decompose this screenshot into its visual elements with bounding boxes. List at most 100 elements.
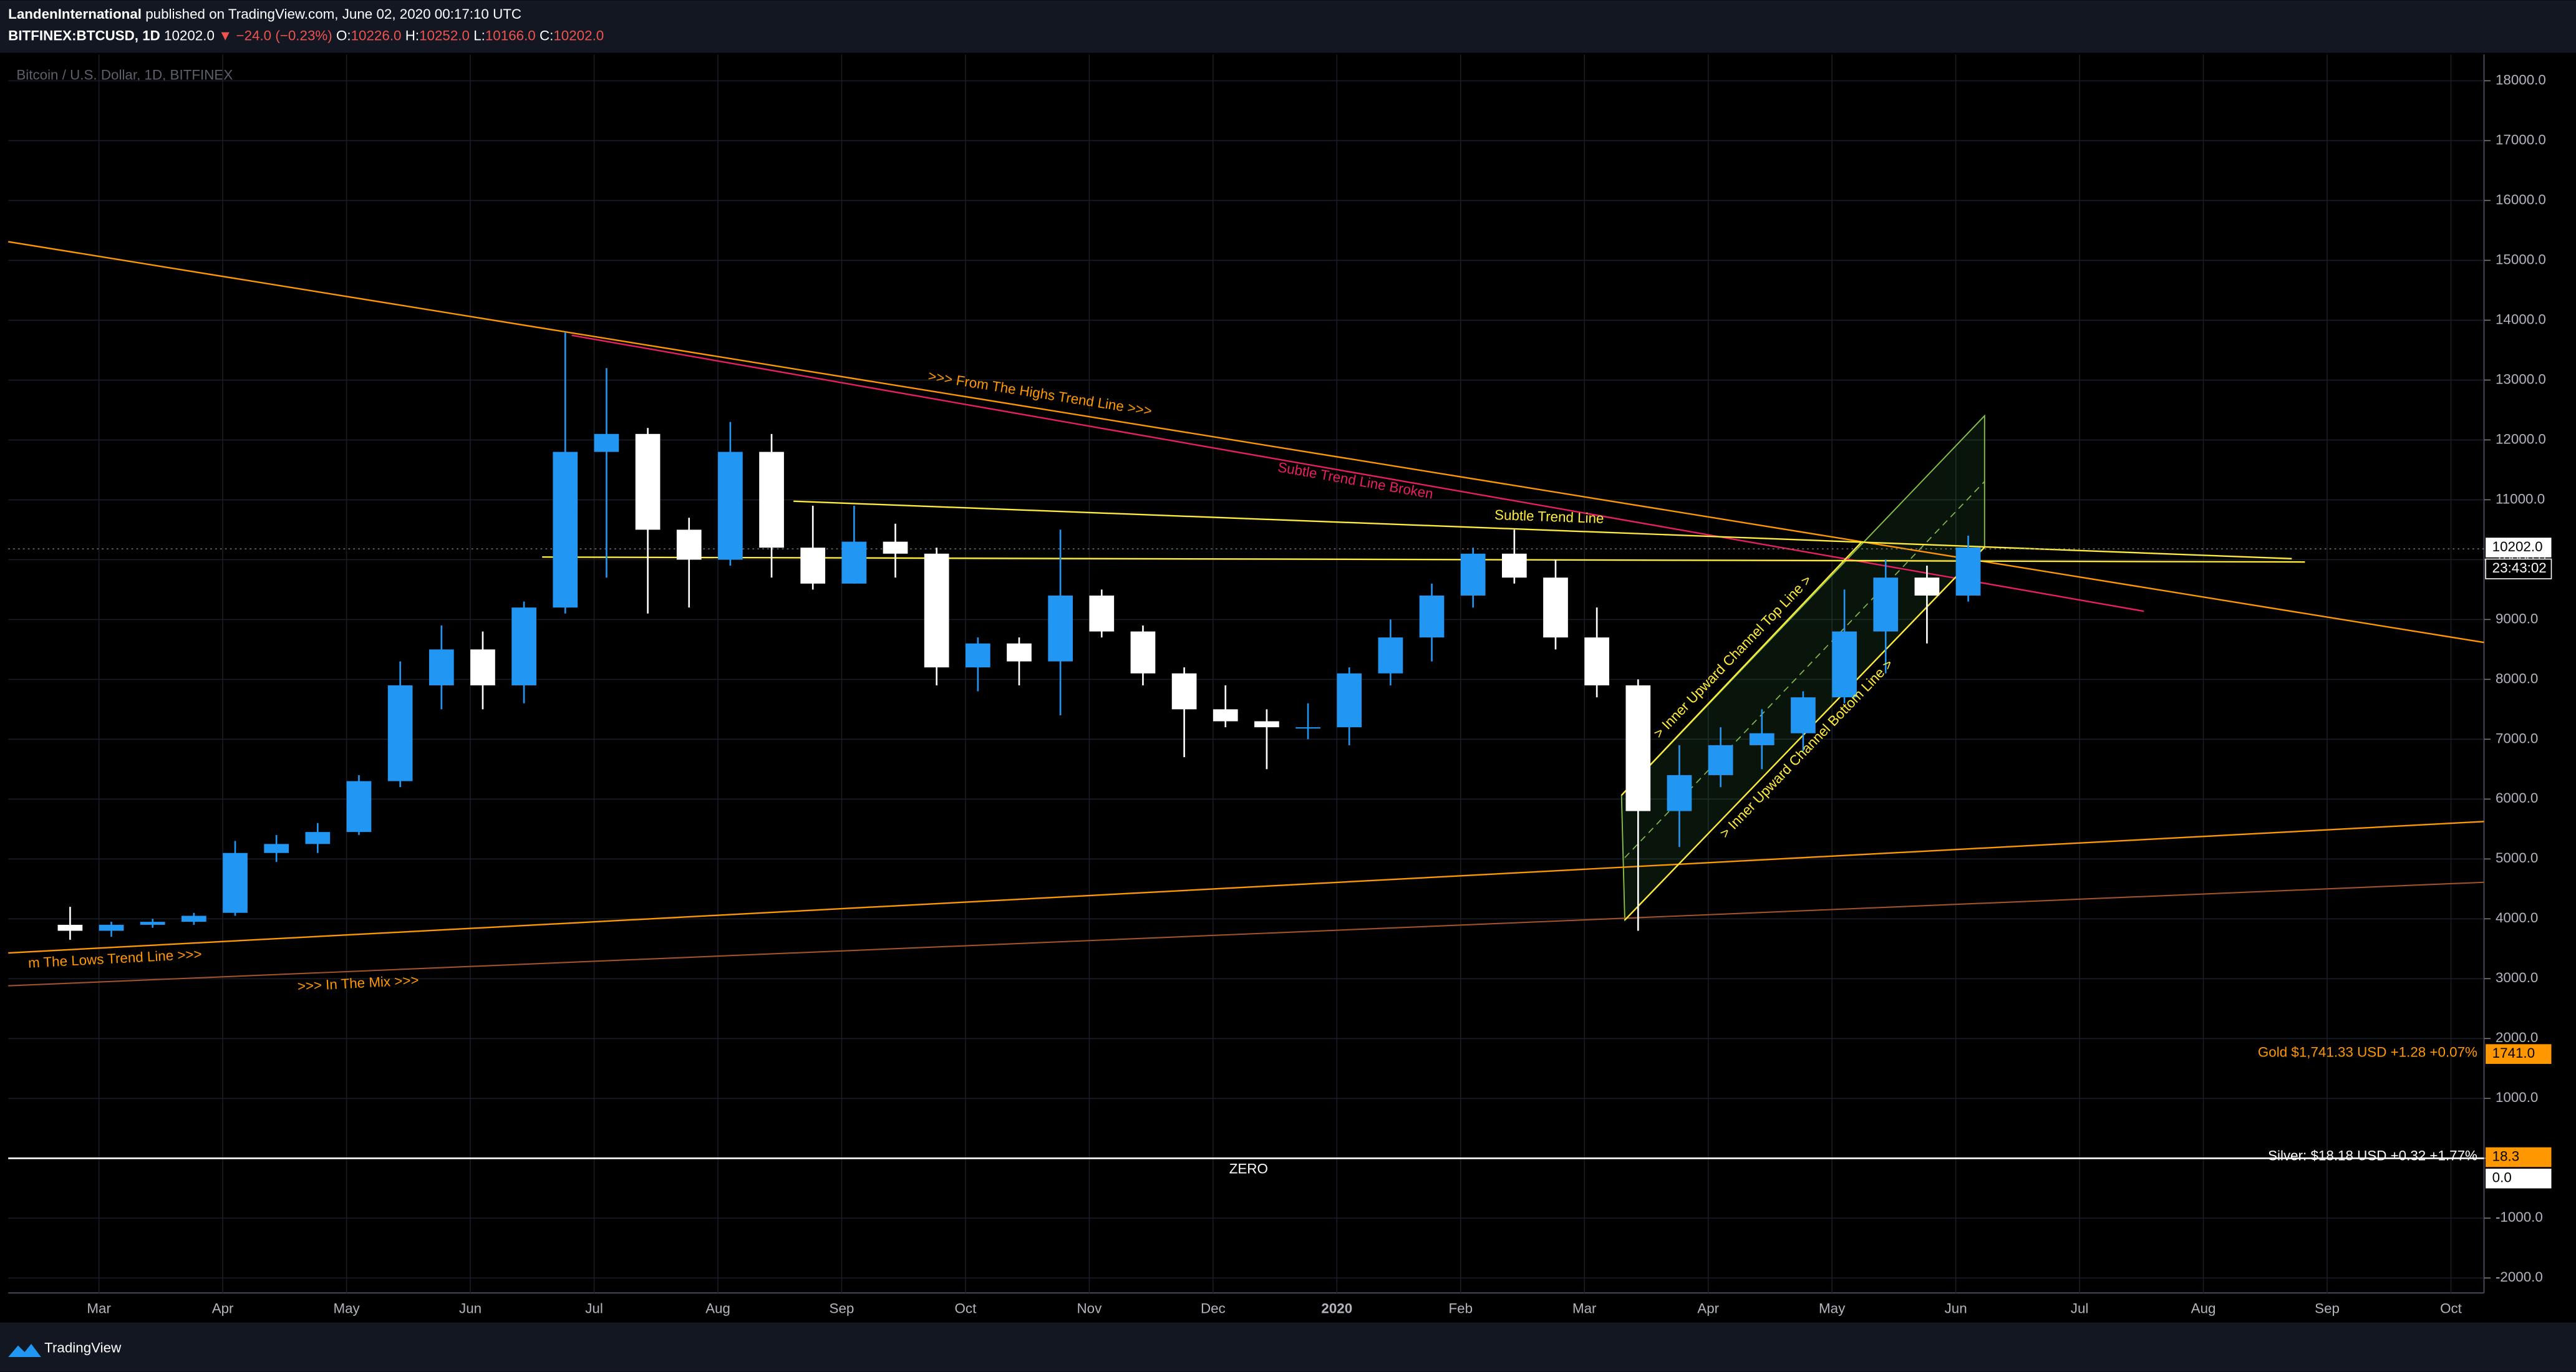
candle-body xyxy=(1337,673,1362,728)
candle-body xyxy=(1089,595,1115,632)
candle-body xyxy=(1007,643,1032,662)
candle-body xyxy=(965,643,990,668)
y-tick-label: 1000.0 xyxy=(2496,1089,2538,1105)
candle-body xyxy=(1955,547,1981,596)
candle-body xyxy=(841,541,867,584)
candle-body xyxy=(1213,709,1238,722)
author: LandenInternational xyxy=(8,6,142,22)
candle-body xyxy=(511,607,536,685)
x-tick-label: May xyxy=(1819,1300,1846,1316)
candle-body xyxy=(387,685,413,781)
y-tick-label: -1000.0 xyxy=(2496,1209,2543,1225)
x-tick-label: Jul xyxy=(585,1300,603,1316)
candle-body xyxy=(305,832,331,844)
x-tick-label: Sep xyxy=(2315,1300,2340,1316)
candle-body xyxy=(1048,595,1073,662)
published: published on TradingView.com, June 02, 2… xyxy=(145,6,521,22)
ohlc-label: O: xyxy=(336,27,351,43)
candle-body xyxy=(1378,637,1403,674)
candle-body xyxy=(1254,721,1279,728)
candle-body xyxy=(1708,745,1733,775)
candle-body xyxy=(1625,685,1651,811)
in-the-mix-line xyxy=(8,881,2484,987)
y-tick-label: 11000.0 xyxy=(2496,491,2545,506)
channel-top-line xyxy=(1620,541,1862,796)
ohlc-label: H: xyxy=(405,27,419,43)
x-tick-label: Apr xyxy=(212,1300,234,1316)
y-tick-label: 12000.0 xyxy=(2496,431,2546,447)
header-bar xyxy=(0,0,2576,53)
y-tick-label: -2000.0 xyxy=(2496,1269,2543,1285)
candle-body xyxy=(57,924,83,931)
y-tick-label: 16000.0 xyxy=(2496,191,2546,207)
x-tick-label: Feb xyxy=(1449,1300,1473,1316)
subtle-trend-line-broken xyxy=(571,334,2144,612)
price-label-box xyxy=(2486,1168,2552,1189)
candle-body xyxy=(1791,697,1816,733)
candle-body xyxy=(759,452,784,548)
candle-body xyxy=(800,548,826,584)
candle-body xyxy=(1460,553,1486,596)
ohlc-label: L: xyxy=(473,27,485,43)
y-tick-label: 2000.0 xyxy=(2496,1030,2538,1045)
ohlc-label: C: xyxy=(540,27,553,43)
lows-trend-line xyxy=(8,821,2484,954)
price-label: 1741.0 xyxy=(2492,1045,2535,1061)
candle-body xyxy=(140,922,165,925)
candle-body xyxy=(1584,637,1610,685)
channel-bottom-line xyxy=(1624,546,1985,921)
candle-body xyxy=(1130,631,1156,674)
x-tick-label: Jun xyxy=(459,1300,482,1316)
y-tick-label: 5000.0 xyxy=(2496,850,2538,866)
price-label: 10202.0 xyxy=(2492,539,2543,554)
candle-body xyxy=(883,541,908,554)
x-tick-label: Aug xyxy=(705,1300,730,1316)
y-tick-label: 18000.0 xyxy=(2496,72,2546,87)
y-tick-label: 15000.0 xyxy=(2496,251,2546,267)
candle-body xyxy=(1419,595,1445,638)
candles xyxy=(57,332,1981,940)
x-tick-label: Sep xyxy=(830,1300,855,1316)
candle-body xyxy=(718,452,743,560)
candle-body xyxy=(1543,577,1568,638)
x-tick-label: Jul xyxy=(2071,1300,2089,1316)
candle-body xyxy=(264,844,289,853)
y-tick-label: 17000.0 xyxy=(2496,132,2546,147)
candle-body xyxy=(1667,775,1692,811)
candle-body xyxy=(1749,733,1775,745)
price-label-box xyxy=(2486,1044,2552,1064)
candle-body xyxy=(470,649,495,685)
candle-body xyxy=(1295,727,1320,729)
candle-body xyxy=(346,781,372,833)
countdown: 23:43:02 xyxy=(2492,560,2547,576)
y-tick-label: 13000.0 xyxy=(2496,371,2546,387)
y-tick-label: 7000.0 xyxy=(2496,730,2538,746)
brand: TradingView xyxy=(44,1340,122,1356)
header-line-1: LandenInternational published on Trading… xyxy=(8,6,521,22)
countdown-box xyxy=(2485,558,2552,579)
y-tick-label: 8000.0 xyxy=(2496,670,2538,686)
candle-body xyxy=(1914,577,1940,596)
logo xyxy=(8,1343,41,1357)
x-tick-label: Apr xyxy=(1697,1300,1719,1316)
header-line-2: BITFINEX:BTCUSD, 1D 10202.0 ▼ −24.0 (−0.… xyxy=(8,27,604,43)
candle-body xyxy=(1873,577,1899,632)
candle-body xyxy=(223,853,248,913)
axes: 18000.0 17000.0 16000.0 15000.0 14000.0 13000… xyxy=(8,72,2552,1316)
y-tick-label: 9000.0 xyxy=(2496,611,2538,626)
x-tick-label: Nov xyxy=(1077,1300,1102,1316)
y-tick-label: 4000.0 xyxy=(2496,910,2538,925)
price-label: 0.0 xyxy=(2492,1170,2512,1186)
silver-label: Silver: $18.18 USD +0.32 +1.77% xyxy=(2268,1148,2477,1164)
candle-body xyxy=(635,433,661,530)
price-label-box xyxy=(2486,1147,2552,1167)
ohlc-value: 10226.0 xyxy=(351,27,402,43)
candle-body xyxy=(1501,553,1527,578)
highs-trend-line xyxy=(7,241,2484,644)
footer-bar xyxy=(0,1322,2576,1372)
price-label: 18.3 xyxy=(2492,1148,2520,1164)
x-tick-label: Aug xyxy=(2191,1300,2216,1316)
horizontal-level xyxy=(542,556,2305,563)
